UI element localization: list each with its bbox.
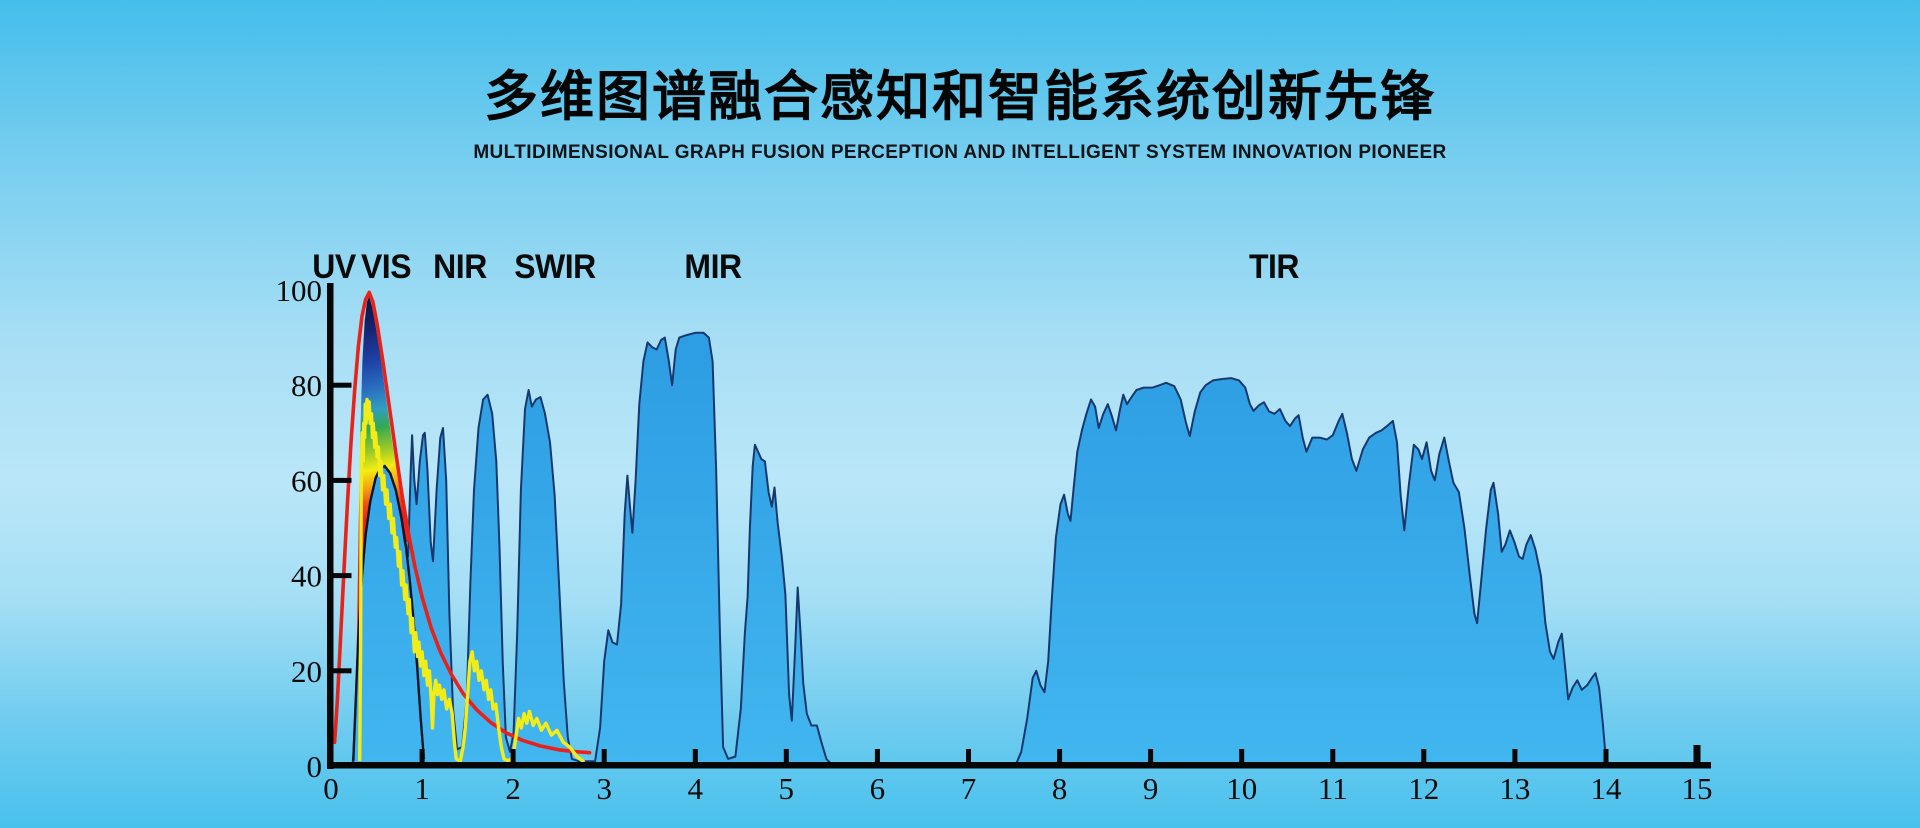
band-label-vis: VIS <box>360 248 412 286</box>
y-tick <box>333 668 352 674</box>
x-tick <box>1239 749 1245 766</box>
y-tick-label: 0 <box>307 749 323 784</box>
x-tick-label: 10 <box>1226 771 1257 806</box>
transmission-area <box>351 331 1607 767</box>
solar-ground-curve <box>358 397 586 764</box>
x-tick <box>419 749 425 766</box>
x-tick-label: 6 <box>870 771 886 806</box>
x-tick <box>874 749 880 766</box>
x-tick-label: 8 <box>1052 771 1068 806</box>
x-tick-label: 12 <box>1408 771 1439 806</box>
y-tick-label: 20 <box>291 654 322 689</box>
blackbody-envelope-curve <box>332 290 592 755</box>
y-tick <box>333 382 352 388</box>
y-tick <box>333 573 352 579</box>
header: 多维图谱融合感知和智能系统创新先锋 MULTIDIMENSIONAL GRAPH… <box>0 0 1920 164</box>
band-label-swir: SWIR <box>514 248 596 286</box>
x-tick-label: 15 <box>1682 771 1713 806</box>
x-tick <box>601 749 607 766</box>
x-tick <box>1057 749 1063 766</box>
x-axis <box>327 762 1711 769</box>
x-tick-label: 3 <box>596 771 612 806</box>
x-tick-label: 9 <box>1143 771 1159 806</box>
x-tick <box>1603 749 1609 766</box>
x-tick-label: 7 <box>961 771 977 806</box>
page-subtitle: MULTIDIMENSIONAL GRAPH FUSION PERCEPTION… <box>473 141 1447 164</box>
x-tick <box>783 749 789 766</box>
y-tick-label: 80 <box>291 368 322 403</box>
x-tick <box>692 749 698 766</box>
y-tick-label: 60 <box>291 463 322 498</box>
y-tick <box>333 477 352 483</box>
band-label-mir: MIR <box>683 248 742 286</box>
x-tick <box>1148 749 1154 766</box>
x-tick-label: 4 <box>688 771 704 806</box>
x-tick-label: 1 <box>414 771 430 806</box>
x-tick-label: 14 <box>1591 771 1623 806</box>
y-axis <box>327 283 334 769</box>
band-label-tir: TIR <box>1248 248 1300 286</box>
x-tick-label: 13 <box>1499 771 1530 806</box>
x-tick <box>1330 749 1336 766</box>
band-label-uv: UV <box>311 248 356 286</box>
x-tick <box>966 749 971 766</box>
y-tick-label: 100 <box>276 273 323 308</box>
x-tick <box>510 749 516 766</box>
x-tick-label: 11 <box>1318 771 1348 806</box>
page-title: 多维图谱融合感知和智能系统创新先锋 <box>484 67 1436 127</box>
x-tick-label: 0 <box>323 771 339 806</box>
band-label-nir: NIR <box>433 248 488 286</box>
x-tick-label: 2 <box>505 771 521 806</box>
x-tick-label: 5 <box>779 771 795 806</box>
y-tick-label: 40 <box>291 559 322 594</box>
x-tick <box>1421 749 1427 766</box>
x-tick <box>1693 745 1701 767</box>
x-tick <box>1512 749 1518 766</box>
